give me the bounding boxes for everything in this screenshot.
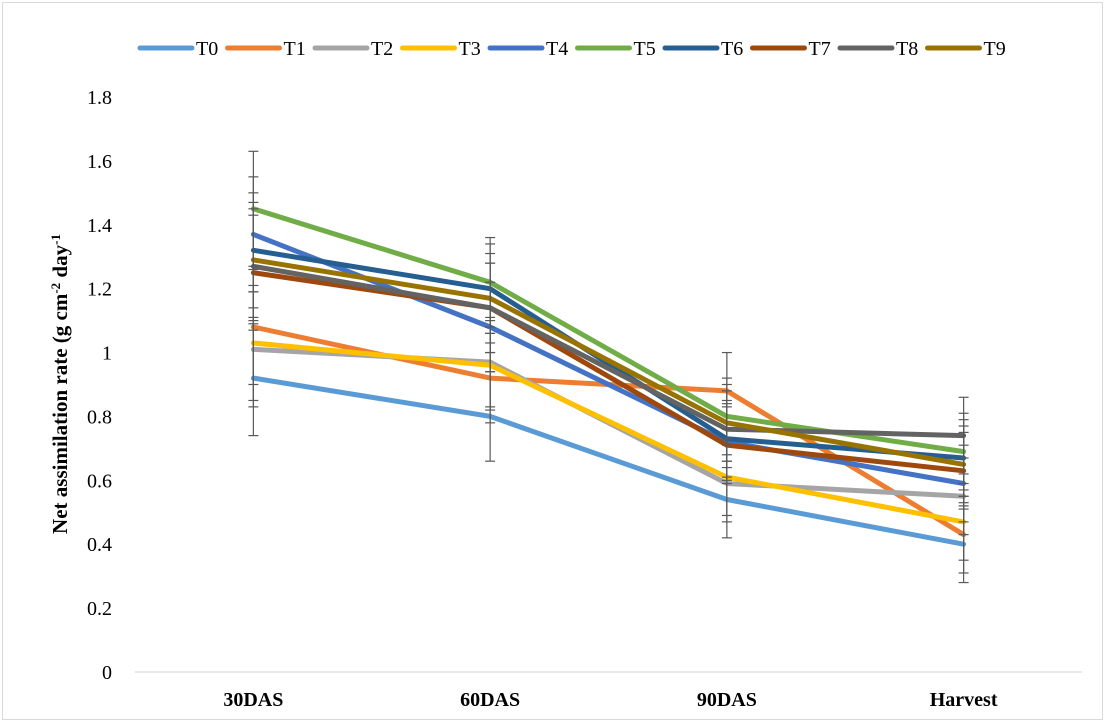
legend-item-t7: T7 (750, 38, 831, 60)
legend-item-t0: T0 (137, 38, 218, 60)
legend-label: T2 (371, 38, 393, 60)
error-bar (958, 425, 969, 504)
y-tick-label: 0.2 (87, 598, 112, 620)
y-axis-title-main: Net assimilation rate (g cm (48, 293, 72, 534)
x-axis: 30DAS 60DAS 90DAS Harvest (223, 689, 997, 711)
legend-label: T5 (634, 38, 656, 60)
error-bar (721, 383, 732, 462)
series-line-t9 (250, 257, 967, 467)
y-axis: 0 0.2 0.4 0.6 0.8 1 1.2 1.4 1.6 1.8 (87, 87, 112, 684)
legend-item-t9: T9 (925, 38, 1006, 60)
legend-label: T8 (896, 38, 918, 60)
y-tick-label: 1 (102, 343, 112, 365)
y-tick-label: 1.6 (87, 151, 112, 173)
x-tick-label: 30DAS (223, 689, 283, 711)
y-tick-label: 0.6 (87, 470, 112, 492)
error-bar (485, 252, 496, 344)
legend-label: T1 (284, 38, 306, 60)
series-line-t3 (250, 340, 967, 525)
legend-item-t5: T5 (575, 38, 656, 60)
x-tick-label: Harvest (930, 689, 998, 711)
y-axis-title-mid: day (48, 244, 72, 282)
error-bars (248, 150, 969, 584)
y-tick-label: 1.4 (87, 215, 112, 237)
legend-item-t3: T3 (400, 38, 481, 60)
legend-label: T6 (721, 38, 743, 60)
error-bar (248, 201, 259, 319)
series-line-t6 (250, 247, 967, 461)
legend-item-t4: T4 (487, 38, 568, 60)
y-axis-title-sup1: -2 (48, 283, 63, 294)
legend-item-t6: T6 (662, 38, 743, 60)
series-line-t0 (250, 375, 967, 547)
legend-item-t8: T8 (837, 38, 918, 60)
legend-label: T0 (196, 38, 218, 60)
series-line-t8 (250, 263, 967, 439)
y-tick-label: 0.8 (87, 406, 112, 428)
y-tick-label: 1.2 (87, 279, 112, 301)
series-group (250, 206, 967, 547)
legend: T0 T1 T2 T3 T4 T5 T6 T7 T8 T9 (137, 38, 1006, 60)
legend-label: T7 (809, 38, 831, 60)
series-line-t5 (250, 206, 967, 455)
y-axis-title: Net assimilation rate (g cm-2 day-1 (48, 234, 73, 534)
y-axis-title-sup2: -1 (48, 234, 63, 245)
x-tick-label: 90DAS (697, 689, 757, 711)
series-line-t7 (250, 270, 967, 474)
y-tick-label: 1.8 (87, 87, 112, 109)
legend-item-t2: T2 (312, 38, 393, 60)
legend-label: T4 (546, 38, 568, 60)
legend-label: T3 (459, 38, 481, 60)
x-tick-label: 60DAS (460, 689, 520, 711)
legend-item-t1: T1 (225, 38, 306, 60)
y-tick-label: 0.4 (87, 534, 112, 556)
legend-label: T9 (984, 38, 1006, 60)
y-tick-label: 0 (102, 662, 112, 684)
